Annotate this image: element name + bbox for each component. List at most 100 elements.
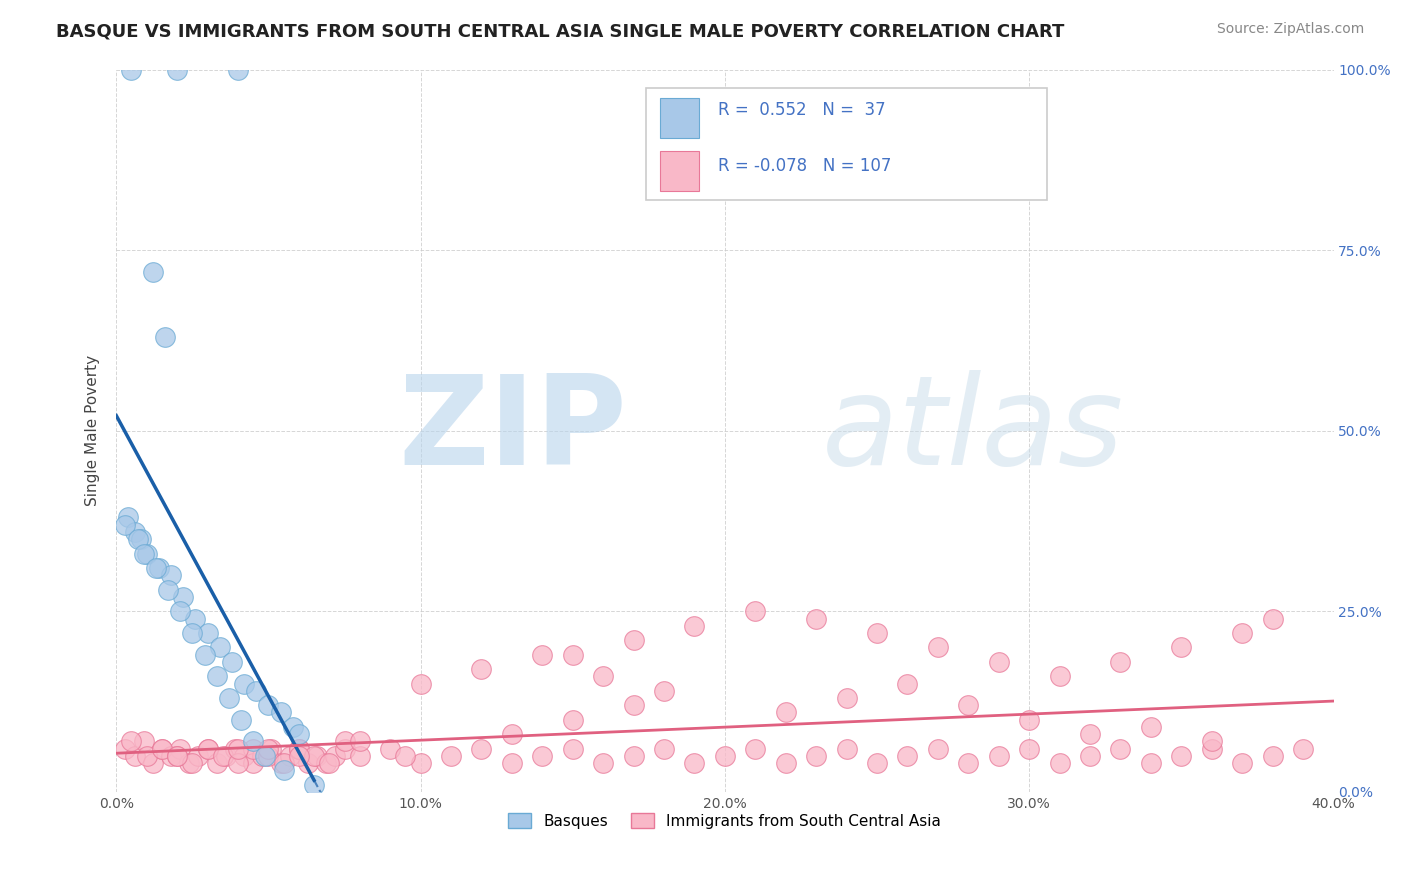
Point <box>501 756 523 770</box>
Point <box>333 734 356 748</box>
Point <box>181 756 204 770</box>
Point <box>226 741 249 756</box>
Point <box>835 691 858 706</box>
Point <box>683 756 706 770</box>
Point <box>160 748 183 763</box>
Point <box>957 698 980 713</box>
Point <box>744 604 766 618</box>
Point <box>744 741 766 756</box>
Point <box>896 676 918 690</box>
Text: ZIP: ZIP <box>399 370 627 491</box>
Point <box>1018 713 1040 727</box>
Point <box>333 741 356 756</box>
Point <box>132 547 155 561</box>
Point <box>245 683 267 698</box>
Point <box>166 748 188 763</box>
Point <box>229 713 252 727</box>
Point <box>129 532 152 546</box>
Point <box>307 748 329 763</box>
Point <box>215 748 238 763</box>
Point <box>273 764 295 778</box>
Text: atlas: atlas <box>823 370 1125 491</box>
Point <box>117 510 139 524</box>
Point <box>896 748 918 763</box>
Point <box>145 561 167 575</box>
Point <box>252 748 274 763</box>
Point <box>242 741 264 756</box>
Point <box>288 741 311 756</box>
Point <box>1201 734 1223 748</box>
Point <box>775 706 797 720</box>
Point <box>378 741 401 756</box>
Point <box>288 748 311 763</box>
Point <box>714 748 737 763</box>
Y-axis label: Single Male Poverty: Single Male Poverty <box>86 355 100 507</box>
Point <box>197 741 219 756</box>
Point <box>257 741 280 756</box>
Point <box>254 748 277 763</box>
Point <box>297 756 319 770</box>
Point <box>1261 611 1284 625</box>
Point <box>184 611 207 625</box>
Point <box>179 756 201 770</box>
Point <box>142 756 165 770</box>
Point <box>592 756 614 770</box>
Point <box>652 683 675 698</box>
Point <box>124 524 146 539</box>
Point <box>1170 640 1192 655</box>
Point <box>221 655 243 669</box>
Point <box>218 691 240 706</box>
Point <box>166 62 188 77</box>
Point <box>257 748 280 763</box>
Point <box>1140 720 1163 734</box>
Point <box>135 547 157 561</box>
Point <box>501 727 523 741</box>
Point <box>1109 741 1132 756</box>
Point <box>160 568 183 582</box>
Point <box>121 62 143 77</box>
Point <box>1232 626 1254 640</box>
Point <box>193 648 215 662</box>
Point <box>623 633 645 648</box>
Point <box>1018 741 1040 756</box>
Point <box>288 727 311 741</box>
Point <box>1232 756 1254 770</box>
Point <box>623 698 645 713</box>
Point <box>561 741 583 756</box>
Point <box>121 734 143 748</box>
Point <box>124 748 146 763</box>
Point <box>409 756 432 770</box>
Point <box>409 676 432 690</box>
Point <box>531 748 554 763</box>
Point <box>927 640 949 655</box>
Point <box>187 748 209 763</box>
Text: R = -0.078   N = 107: R = -0.078 N = 107 <box>717 157 891 175</box>
Point <box>318 756 340 770</box>
Point <box>1170 748 1192 763</box>
Point <box>1049 669 1071 683</box>
Point <box>142 265 165 279</box>
Point <box>233 748 256 763</box>
Point <box>866 756 889 770</box>
Point <box>148 561 170 575</box>
Point <box>181 626 204 640</box>
Point <box>257 698 280 713</box>
Point <box>169 604 191 618</box>
Point <box>197 626 219 640</box>
Point <box>866 626 889 640</box>
Point <box>394 748 416 763</box>
Point <box>806 611 828 625</box>
Point <box>205 756 228 770</box>
Point <box>273 756 295 770</box>
Point <box>260 741 283 756</box>
Point <box>349 734 371 748</box>
Point <box>172 590 194 604</box>
Point <box>150 741 173 756</box>
Point <box>561 713 583 727</box>
Point <box>226 62 249 77</box>
Point <box>987 655 1010 669</box>
Point <box>1049 756 1071 770</box>
Point <box>208 640 231 655</box>
Legend: Basques, Immigrants from South Central Asia: Basques, Immigrants from South Central A… <box>502 806 948 835</box>
Point <box>150 741 173 756</box>
